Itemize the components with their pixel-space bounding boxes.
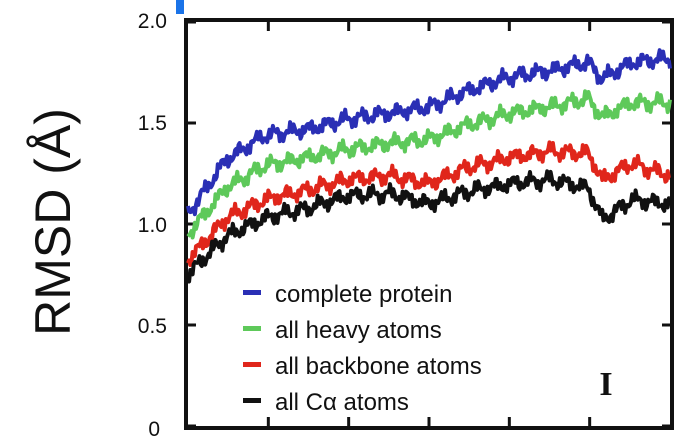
legend-swatch-all-backbone-atoms <box>243 362 261 367</box>
legend-label: complete protein <box>275 281 452 308</box>
legend-swatch-all-heavy-atoms <box>243 326 261 331</box>
axis-ticks <box>186 20 672 428</box>
legend-swatch-all-calpha-atoms <box>243 398 261 403</box>
legend-label: all backbone atoms <box>275 353 482 380</box>
y-tick-label: 1.0 <box>138 214 167 237</box>
legend-label: all heavy atoms <box>275 317 442 344</box>
series-line-all-c-atoms <box>186 169 671 284</box>
panel-label: I <box>599 366 612 403</box>
y-tick-label: 2.0 <box>138 10 167 33</box>
legend: complete protein all heavy atoms all bac… <box>243 281 482 416</box>
legend-swatch-complete-protein <box>243 290 261 295</box>
series-line-all-backbone-atoms <box>186 140 671 267</box>
y-axis-title: RMSD (Å) <box>25 108 81 336</box>
y-tick-label: 1.5 <box>138 112 167 135</box>
y-tick-label: 0 <box>148 418 160 440</box>
series-lines <box>186 48 672 284</box>
corner-mark <box>176 0 184 14</box>
series-line-complete-protein <box>186 48 672 217</box>
y-tick-label: 0.5 <box>138 315 167 338</box>
legend-label: all Cα atoms <box>275 389 409 416</box>
series-line-all-heavy-atoms <box>186 89 672 240</box>
